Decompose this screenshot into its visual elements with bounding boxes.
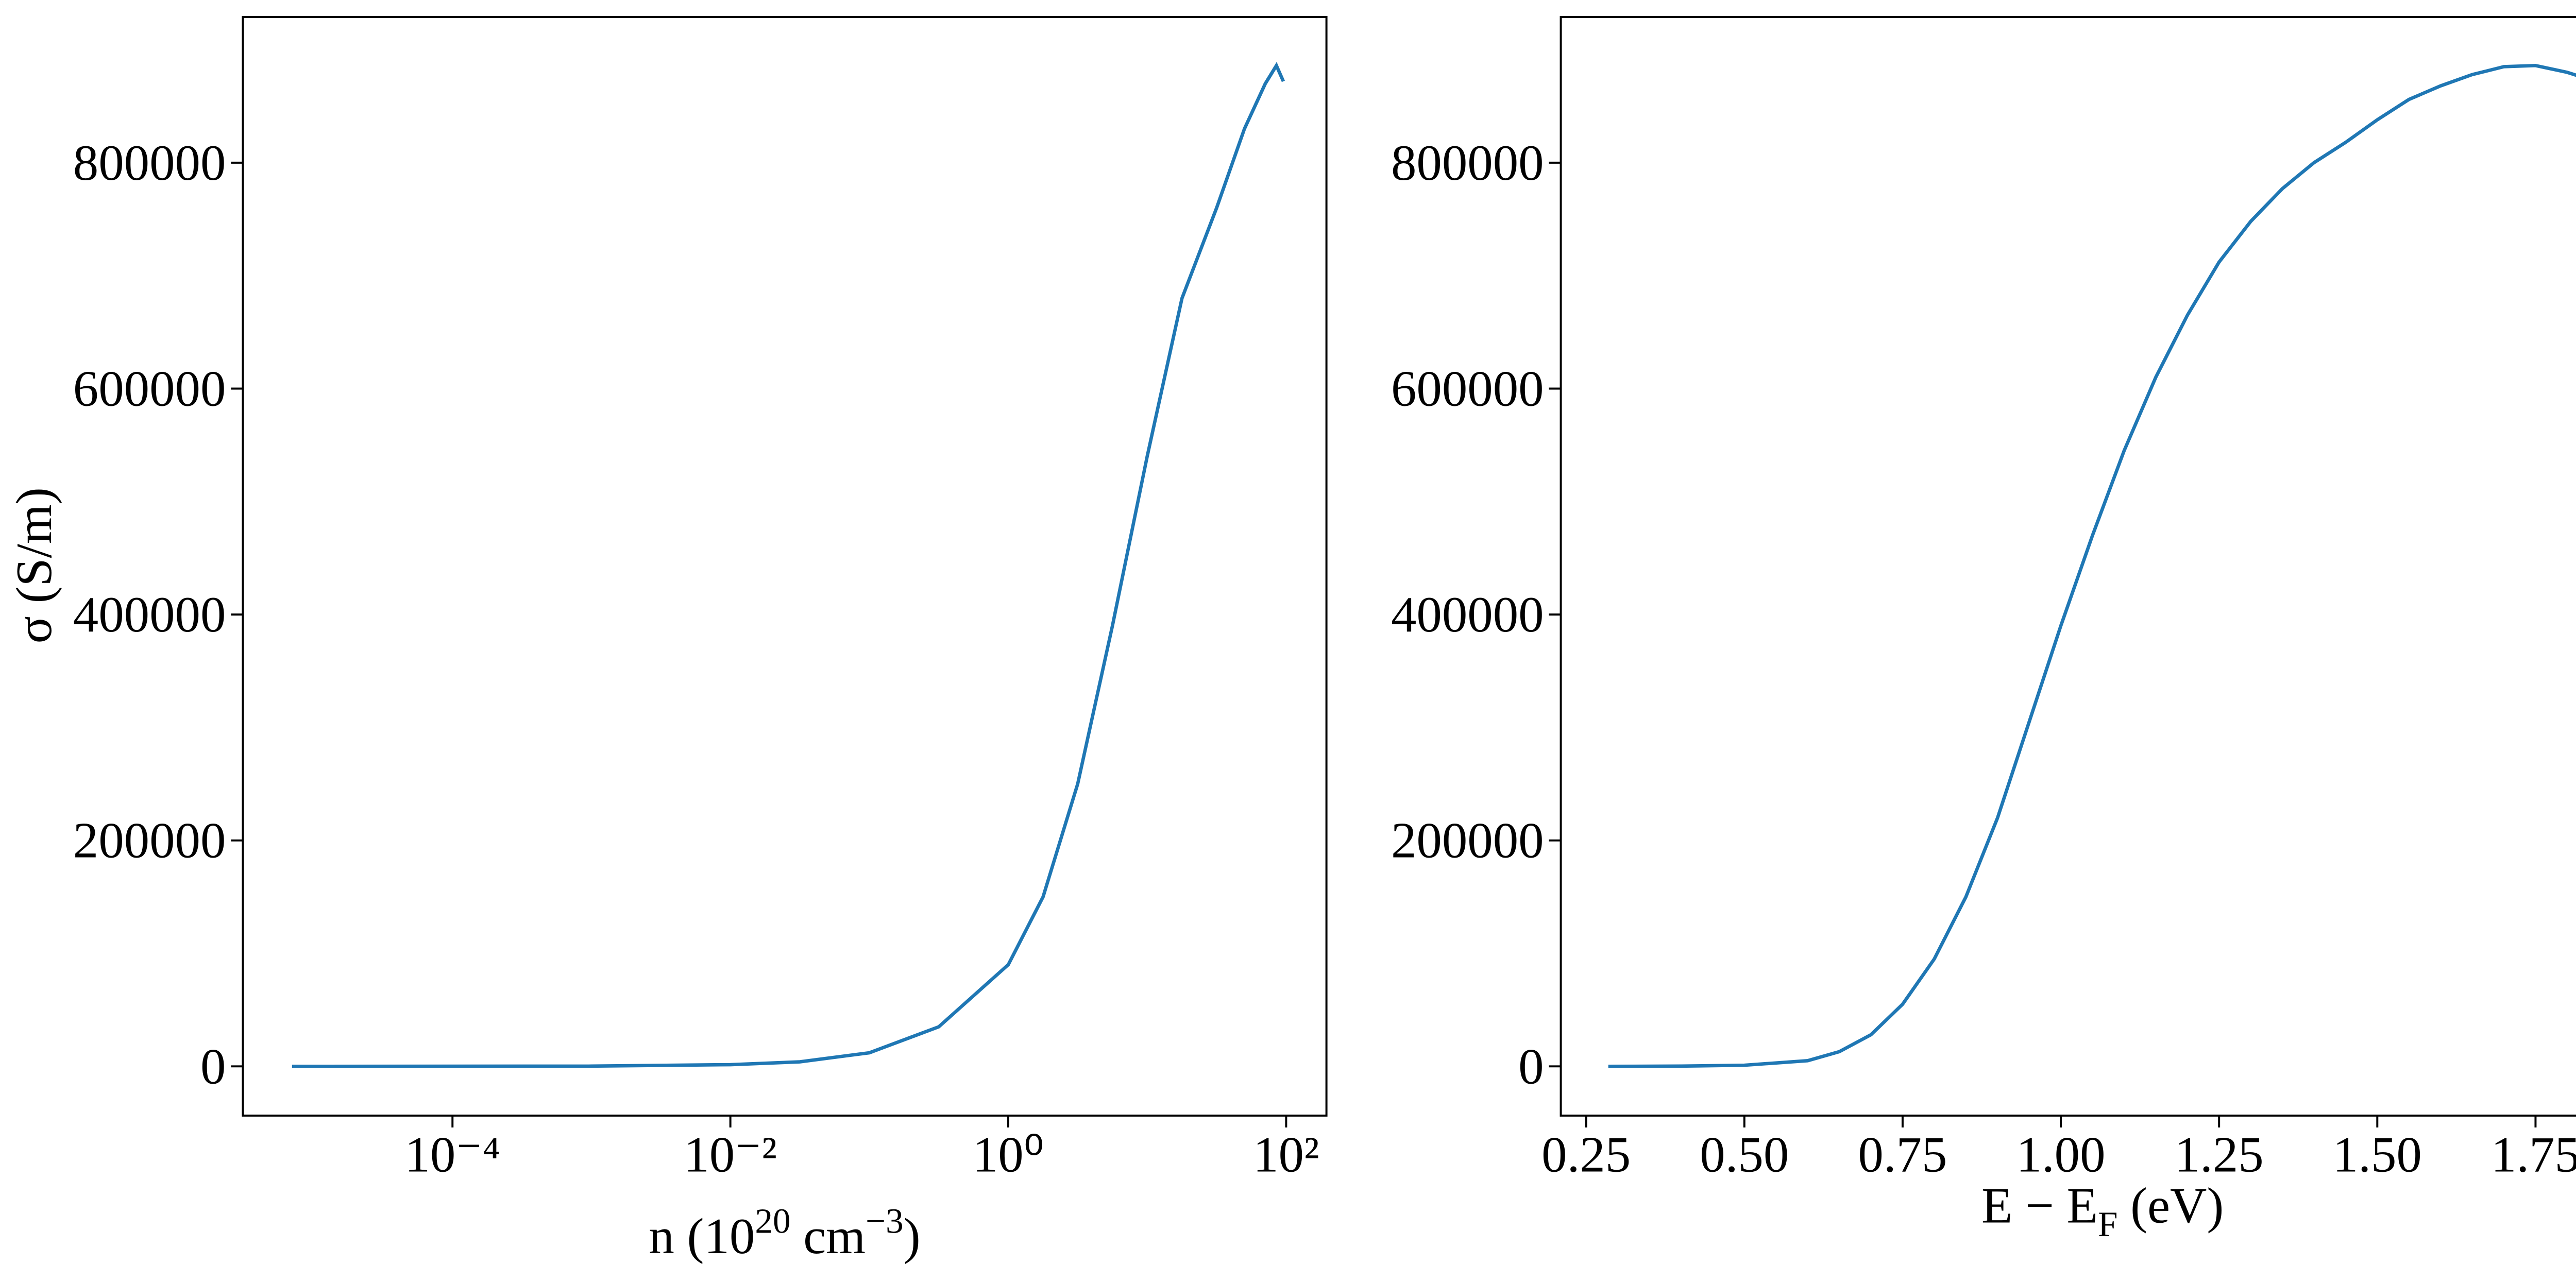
x-label-sup: 20 — [755, 1201, 790, 1240]
data-line — [1608, 63, 2576, 1068]
x-axis-label: E − EF (eV) — [1981, 1178, 2224, 1244]
x-tick-label: 0.25 — [1541, 1127, 1631, 1183]
x-label-part: E − E — [1981, 1178, 2098, 1234]
y-tick-label: 200000 — [73, 813, 226, 869]
data-line — [292, 62, 1285, 1068]
axes-frame — [1560, 15, 2576, 1117]
x-tick-label: 10⁰ — [973, 1127, 1044, 1183]
y-tick-label: 200000 — [1391, 813, 1544, 869]
x-label-sub: F — [2098, 1204, 2117, 1244]
x-tick-label: 1.50 — [2333, 1127, 2422, 1183]
y-tick-label: 800000 — [73, 135, 226, 191]
x-tick-label: 10⁻⁴ — [404, 1127, 500, 1183]
y-tick-label: 400000 — [1391, 587, 1544, 643]
x-label-part: (eV) — [2117, 1178, 2224, 1234]
x-tick-label: 0.50 — [1700, 1127, 1789, 1183]
x-tick-label: 10⁻² — [684, 1127, 777, 1183]
y-tick-label: 600000 — [73, 361, 226, 417]
y-tick-label: 800000 — [1391, 135, 1544, 191]
x-tick-label: 1.75 — [2491, 1127, 2576, 1183]
y-tick-label: 0 — [200, 1038, 226, 1095]
axes-frame — [242, 15, 1328, 1117]
x-tick-label: 0.75 — [1858, 1127, 1947, 1183]
y-tick-label: 400000 — [73, 587, 226, 643]
x-label-sup: −3 — [866, 1201, 904, 1240]
x-axis-label: n (1020 cm−3) — [649, 1201, 920, 1264]
y-axis-label: σ (S/m) — [6, 487, 62, 643]
x-tick-label: 1.25 — [2175, 1127, 2264, 1183]
x-label-part: n (10 — [649, 1208, 755, 1264]
y-tick-label: 0 — [1518, 1038, 1544, 1095]
x-label-part: ) — [904, 1208, 921, 1264]
x-label-part: cm — [791, 1208, 866, 1264]
y-tick-label: 600000 — [1391, 361, 1544, 417]
x-tick-label: 1.00 — [2016, 1127, 2106, 1183]
x-tick-label: 10² — [1253, 1127, 1319, 1183]
